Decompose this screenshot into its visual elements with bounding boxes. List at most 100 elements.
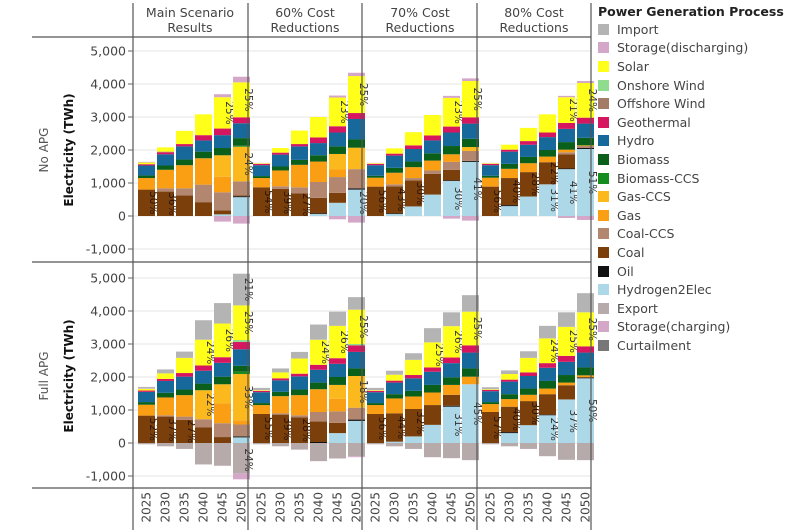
segment-solar bbox=[310, 117, 327, 138]
segment-coal bbox=[405, 409, 422, 437]
bar-no-apg-main-scenario-results-2030: 36% bbox=[157, 147, 178, 216]
segment-geothermal bbox=[482, 163, 499, 166]
segment-biomass bbox=[157, 392, 174, 398]
segment-solar bbox=[348, 76, 365, 114]
segment-gas bbox=[539, 156, 556, 163]
segment-biomass bbox=[233, 138, 250, 146]
segment-storage-discharging bbox=[443, 95, 460, 98]
segment-coal bbox=[424, 405, 441, 425]
legend-item-import[interactable]: Import bbox=[598, 20, 798, 39]
segment-biomass bbox=[539, 380, 556, 389]
segment-hydro bbox=[577, 352, 594, 368]
segment-import bbox=[577, 293, 594, 313]
legend-item-gas[interactable]: Gas bbox=[598, 206, 798, 225]
legend-label: Oil bbox=[617, 263, 634, 279]
segment-biomass bbox=[253, 176, 270, 179]
bar-no-apg-70-cost-reductions-2025: 56% bbox=[367, 162, 388, 216]
segment-geothermal bbox=[176, 373, 193, 377]
segment-coal-ccs bbox=[176, 416, 193, 420]
segment-biomass bbox=[405, 161, 422, 168]
bar-full-apg-60-cost-reductions-2045: 26% bbox=[329, 311, 350, 459]
segment-coal-ccs bbox=[348, 169, 365, 189]
x-tick-label-2035: 2035 bbox=[407, 492, 421, 523]
legend-item-onshore-wind[interactable]: Onshore Wind bbox=[598, 76, 798, 95]
segment-biomass bbox=[520, 156, 537, 164]
y-tick-label: 4,000 bbox=[90, 304, 126, 319]
legend-item-biomass[interactable]: Biomass bbox=[598, 150, 798, 169]
legend-item-solar[interactable]: Solar bbox=[598, 57, 798, 76]
data-label: 51% bbox=[586, 171, 598, 194]
segment-hydro bbox=[329, 132, 346, 147]
legend-swatch-gas bbox=[598, 209, 609, 221]
segment-hydrogen2elec bbox=[577, 149, 594, 216]
y-tick-label: 5,000 bbox=[90, 44, 126, 59]
segment-hydro bbox=[443, 363, 460, 378]
segment-geothermal bbox=[138, 164, 155, 166]
segment-oil bbox=[233, 196, 250, 198]
segment-gas bbox=[443, 384, 460, 395]
bar-no-apg-60-cost-reductions-2040 bbox=[310, 117, 327, 216]
segment-hydrogen2elec bbox=[501, 206, 518, 216]
segment-gas bbox=[558, 382, 575, 386]
legend-item-geothermal[interactable]: Geothermal bbox=[598, 113, 798, 132]
segment-biomass bbox=[424, 384, 441, 393]
legend-item-gas-ccs[interactable]: Gas-CCS bbox=[598, 187, 798, 206]
segment-hydrogen2elec bbox=[310, 214, 327, 216]
legend-item-export[interactable]: Export bbox=[598, 299, 798, 318]
legend-item-biomass-ccs[interactable]: Biomass-CCS bbox=[598, 169, 798, 188]
data-label: 57% bbox=[491, 416, 503, 439]
legend-item-coal[interactable]: Coal bbox=[598, 243, 798, 262]
segment-solar bbox=[367, 163, 384, 164]
segment-biomass bbox=[577, 367, 594, 376]
segment-biomass bbox=[558, 142, 575, 150]
segment-import bbox=[405, 353, 422, 360]
segment-coal bbox=[138, 415, 155, 443]
x-tick-label-2040: 2040 bbox=[312, 492, 326, 523]
legend-item-curtailment[interactable]: Curtailment bbox=[598, 336, 798, 355]
legend-label: Geothermal bbox=[617, 114, 691, 130]
legend-item-hydro[interactable]: Hydro bbox=[598, 132, 798, 151]
segment-solar bbox=[367, 390, 384, 391]
segment-export bbox=[176, 443, 193, 449]
segment-solar bbox=[482, 389, 499, 390]
segment-gas bbox=[539, 388, 556, 395]
segment-coal bbox=[329, 192, 346, 203]
segment-coal bbox=[253, 413, 270, 443]
data-label: 52% bbox=[147, 418, 159, 441]
segment-export bbox=[558, 443, 575, 460]
bar-no-apg-60-cost-reductions-2030: 39% bbox=[272, 148, 293, 216]
segment-biomass bbox=[329, 146, 346, 154]
legend-item-storage-discharging[interactable]: Storage(discharging) bbox=[598, 39, 798, 58]
segment-storage-charging bbox=[329, 216, 346, 220]
y-axis-ticks: -1,000 0 1,000 2,000 3,000 4,000 5,000 -1,000 0 1… bbox=[86, 44, 133, 484]
segment-coal-ccs bbox=[233, 181, 250, 196]
segment-biomass bbox=[520, 388, 537, 395]
segment-geothermal bbox=[367, 163, 384, 166]
y-tick-label: 1,000 bbox=[90, 403, 126, 418]
data-label: 28% bbox=[529, 173, 541, 196]
legend-item-storage-charging[interactable]: Storage(charging) bbox=[598, 318, 798, 337]
data-label: 25% bbox=[586, 318, 598, 341]
x-tick-label-2035: 2035 bbox=[178, 492, 192, 523]
segment-oil bbox=[501, 205, 518, 207]
segment-gas bbox=[501, 168, 518, 179]
x-tick-label-2045: 2045 bbox=[445, 492, 459, 523]
legend-swatch-storage-charging bbox=[598, 321, 609, 333]
legend-item-coal-ccs[interactable]: Coal-CCS bbox=[598, 225, 798, 244]
segment-hydro bbox=[138, 165, 155, 176]
legend-swatch-solar bbox=[598, 60, 609, 72]
bar-full-apg-60-cost-reductions-2030: 39% bbox=[272, 368, 293, 447]
segment-hydro bbox=[214, 135, 231, 149]
legend-item-offshore-wind[interactable]: Offshore Wind bbox=[598, 94, 798, 113]
segment-gas-ccs bbox=[348, 147, 365, 170]
data-label: 40% bbox=[510, 408, 522, 431]
legend-swatch-offshore-wind bbox=[598, 98, 609, 110]
legend-title: Power Generation Process bbox=[598, 4, 784, 19]
legend-item-hydrogen2elec[interactable]: Hydrogen2Elec bbox=[598, 280, 798, 299]
y-tick-label: 4,000 bbox=[90, 77, 126, 92]
data-label: 31% bbox=[548, 188, 560, 211]
segment-solar bbox=[233, 82, 250, 118]
segment-import bbox=[157, 369, 174, 374]
data-label: 30% bbox=[452, 187, 464, 210]
legend-item-oil[interactable]: Oil bbox=[598, 262, 798, 281]
